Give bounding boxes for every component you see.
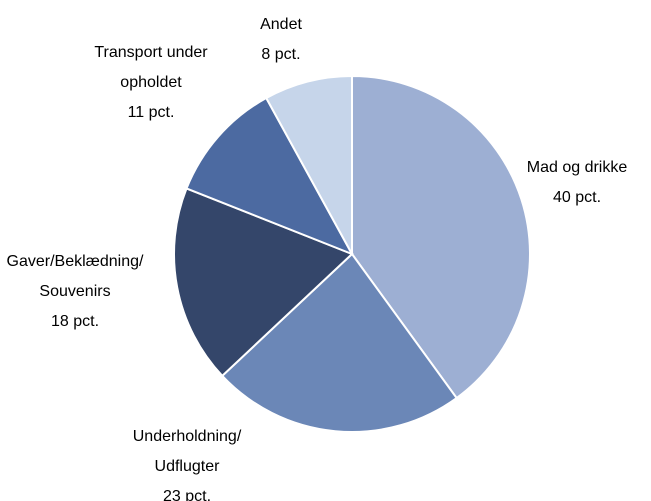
slice-label: Andet — [260, 16, 302, 33]
slice-label: Udflugter — [155, 458, 221, 475]
value-label: 11 pct. — [128, 104, 175, 121]
pie-slice — [220, 252, 459, 433]
slice-label: Mad og drikke — [527, 159, 628, 176]
slice-label: Transport under — [94, 44, 208, 61]
value-label: 23 pct. — [163, 488, 211, 501]
value-label: 18 pct. — [51, 313, 99, 330]
pie-slice — [173, 187, 354, 378]
slice-label: Underholdning/ — [133, 428, 242, 445]
pie-slice — [264, 74, 353, 255]
value-label: 40 pct. — [553, 189, 601, 206]
pie-slice — [351, 74, 531, 400]
slice-label: Souvenirs — [39, 283, 110, 300]
slice-label: Gaver/Beklædning/ — [7, 253, 145, 270]
pie-slice — [185, 96, 355, 256]
value-label: 8 pct. — [261, 46, 300, 63]
slice-label: opholdet — [120, 74, 182, 91]
